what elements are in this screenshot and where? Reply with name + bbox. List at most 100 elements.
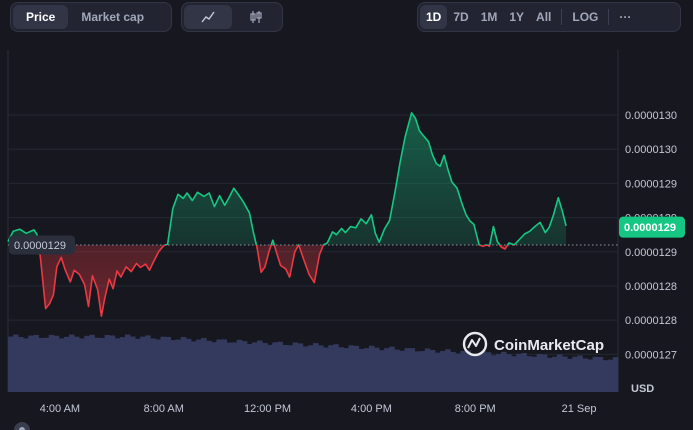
volume-bar xyxy=(562,356,568,392)
volume-bar xyxy=(480,351,487,392)
y-tick-label: 0.0000129 xyxy=(625,247,677,259)
volume-bar xyxy=(282,344,288,392)
y-tick-label: 0.0000129 xyxy=(625,178,677,190)
volume-bar xyxy=(170,340,177,392)
volume-bar xyxy=(130,336,136,392)
volume-bar xyxy=(38,337,44,392)
market-cap-tab[interactable]: Market cap xyxy=(81,10,145,24)
x-tick-label: 4:00 PM xyxy=(351,403,392,415)
volume-bar xyxy=(399,350,405,392)
candlestick-button[interactable] xyxy=(232,5,280,29)
volume-bar xyxy=(445,349,451,392)
volume-bar xyxy=(226,342,233,392)
x-tick-label: 8:00 AM xyxy=(144,403,184,415)
volume-bar xyxy=(379,350,385,392)
volume-bar xyxy=(302,346,309,392)
volume-bar xyxy=(602,360,609,392)
info-badge[interactable] xyxy=(14,422,30,430)
volume-bar xyxy=(516,353,522,392)
x-axis: 4:00 AM 8:00 AM 12:00 PM 4:00 PM 8:00 PM 21 S… xyxy=(40,403,597,415)
y-tick-label: 0.0000130 xyxy=(625,110,677,122)
volume-bar xyxy=(496,353,502,392)
range-all-button[interactable]: All xyxy=(536,10,552,24)
range-7d-button[interactable]: 7D xyxy=(453,10,469,24)
volume-bar xyxy=(28,335,34,392)
volume-bar xyxy=(318,345,324,392)
volume-bar xyxy=(221,339,227,392)
volume-bar xyxy=(74,336,80,392)
price-tab[interactable]: Price xyxy=(13,5,69,29)
volume-bar xyxy=(485,352,492,392)
volume-bar xyxy=(389,346,395,392)
volume-bar xyxy=(450,351,456,392)
volume-bar xyxy=(501,351,507,392)
volume-bar xyxy=(109,335,116,392)
volume-bar xyxy=(236,339,243,392)
range-1y-button[interactable]: 1Y xyxy=(509,10,525,24)
coinmarketcap-logo-icon xyxy=(462,331,488,357)
volume-bar xyxy=(419,351,426,392)
volume-bar xyxy=(124,334,131,392)
volume-bar xyxy=(287,345,294,392)
volume-bar xyxy=(231,342,238,392)
line-chart-icon xyxy=(201,11,215,23)
price-area-up xyxy=(8,112,567,245)
watermark-text: CoinMarketCap xyxy=(494,337,604,354)
volume-bar xyxy=(191,341,197,392)
volume-bar xyxy=(521,353,527,392)
volume-bar xyxy=(99,338,105,392)
volume-bar xyxy=(328,345,334,392)
price-area-down xyxy=(38,244,508,317)
x-tick-label: 8:00 PM xyxy=(455,403,496,415)
volume-bar xyxy=(470,353,477,392)
volume-bar xyxy=(506,354,512,392)
volume-bar xyxy=(43,337,50,392)
volume-bar xyxy=(338,347,344,392)
volume-bar xyxy=(582,358,588,392)
volume-bar xyxy=(567,358,573,392)
volume-bar xyxy=(374,347,380,392)
chart-style-toggle xyxy=(181,2,283,32)
volume-bar xyxy=(368,345,375,392)
volume-bar xyxy=(531,356,538,392)
volume-bar xyxy=(63,336,70,392)
volume-bar xyxy=(435,352,441,392)
line-chart-button[interactable] xyxy=(184,5,232,29)
volume-bar xyxy=(252,342,258,392)
volume-bar xyxy=(511,356,517,392)
volume-bar xyxy=(414,351,421,392)
volume-bar xyxy=(185,338,192,392)
volume-bar xyxy=(135,338,141,392)
volume-bar xyxy=(145,335,151,392)
x-tick-label: 12:00 PM xyxy=(244,403,291,415)
volume-bar xyxy=(8,336,14,392)
volume-bar xyxy=(241,341,248,392)
more-options-button[interactable]: ··· xyxy=(619,10,632,24)
volume-bar xyxy=(572,356,578,392)
log-scale-button[interactable]: LOG xyxy=(572,10,599,24)
volume-bar xyxy=(333,344,339,392)
volume-bar xyxy=(440,351,446,392)
volume-bar xyxy=(33,334,39,392)
range-1m-button[interactable]: 1M xyxy=(480,10,498,24)
coinmarketcap-watermark: CoinMarketCap xyxy=(462,331,604,357)
range-1d-button[interactable]: 1D xyxy=(420,5,448,29)
time-range-selector: 1D 7D 1M 1Y All LOG ··· xyxy=(417,2,681,32)
volume-bar xyxy=(465,350,471,392)
volume-bar xyxy=(18,337,24,392)
volume-bar xyxy=(577,355,583,392)
volume-bar xyxy=(69,334,75,392)
volume-bar xyxy=(460,350,466,392)
x-tick-label: 21 Sep xyxy=(562,403,597,415)
chart-type-toggle: Price Market cap xyxy=(10,2,172,32)
volume-bar xyxy=(429,349,436,392)
volume-bar xyxy=(607,359,614,392)
volume-bar xyxy=(409,348,416,392)
volume-bar xyxy=(475,353,482,392)
volume-bar xyxy=(597,356,604,392)
volume-bars xyxy=(8,334,619,392)
volume-bar xyxy=(262,343,268,392)
volume-bar xyxy=(206,340,212,392)
volume-bar xyxy=(196,339,202,392)
